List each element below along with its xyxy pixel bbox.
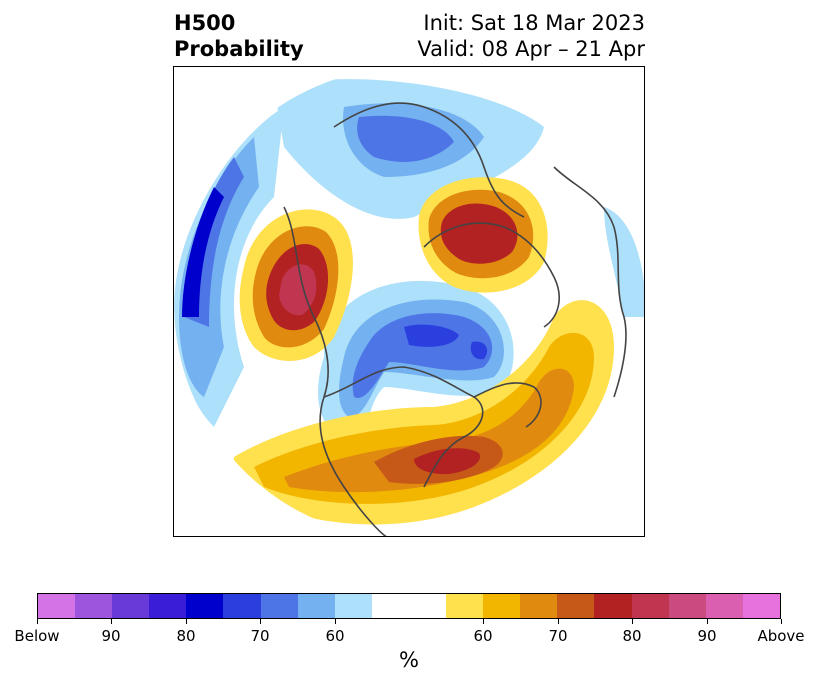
- title-product: Probability: [174, 37, 304, 61]
- colorbar-segment: [742, 594, 780, 618]
- probability-map: [174, 67, 644, 536]
- colorbar: [37, 593, 781, 619]
- title-variable: H500: [174, 11, 236, 35]
- colorbar-segment: [705, 594, 743, 618]
- colorbar-segment: [371, 594, 447, 618]
- colorbar-tick-label: 90: [101, 627, 121, 645]
- above-region-se-strong: [284, 368, 574, 493]
- colorbar-segment: [334, 594, 372, 618]
- above-region-se-max: [414, 448, 481, 475]
- map-panel: [173, 66, 645, 537]
- valid-period: Valid: 08 Apr – 21 Apr: [417, 37, 645, 61]
- colorbar-tick-mark: [37, 619, 38, 624]
- colorbar-tick-mark: [111, 619, 112, 624]
- colorbar-tick-label: 60: [473, 627, 493, 645]
- coastlines: [283, 102, 627, 536]
- below-region-west-mid: [179, 137, 259, 397]
- colorbar-segment: [557, 594, 595, 618]
- colorbar-segment: [668, 594, 706, 618]
- below-region-east: [574, 207, 644, 499]
- colorbar-tick-label: Above: [757, 627, 805, 645]
- colorbar-tick-mark: [335, 619, 336, 624]
- colorbar-unit: %: [399, 648, 419, 672]
- colorbar-tick-label: 80: [622, 627, 642, 645]
- init-date: Init: Sat 18 Mar 2023: [423, 11, 645, 35]
- colorbar-tick-mark: [260, 619, 261, 624]
- colorbar-tick-mark: [186, 619, 187, 624]
- colorbar-segment: [75, 594, 113, 618]
- colorbar-tick-mark: [707, 619, 708, 624]
- colorbar-tick-mark: [483, 619, 484, 624]
- colorbar-tick-label: 60: [325, 627, 345, 645]
- colorbar-segment: [520, 594, 558, 618]
- title-left: H500 Probability: [174, 10, 304, 62]
- above-region-n-strong: [440, 203, 518, 264]
- colorbar-segment: [223, 594, 261, 618]
- colorbar-tick-mark: [781, 619, 782, 624]
- colorbar-segment: [297, 594, 335, 618]
- colorbar-tick-label: 70: [548, 627, 568, 645]
- probability-field: [174, 67, 644, 536]
- below-region-center-deep: [404, 324, 488, 360]
- colorbar-segment: [631, 594, 669, 618]
- colorbar-segment: [483, 594, 521, 618]
- below-region-west-deep: [182, 187, 224, 317]
- colorbar-segment: [260, 594, 298, 618]
- colorbar-segment: [149, 594, 187, 618]
- colorbar-tick-mark: [558, 619, 559, 624]
- colorbar-tick-label: 70: [250, 627, 270, 645]
- colorbar-segment: [112, 594, 150, 618]
- colorbar-tick-label: 80: [176, 627, 196, 645]
- title-right: Init: Sat 18 Mar 2023 Valid: 08 Apr – 21…: [417, 10, 645, 62]
- colorbar-segment: [446, 594, 484, 618]
- colorbar-tick-mark: [632, 619, 633, 624]
- colorbar-tick-label: 90: [697, 627, 717, 645]
- colorbar-segment: [594, 594, 632, 618]
- below-region-north-strong: [357, 115, 454, 162]
- colorbar-tick-label: Below: [14, 627, 60, 645]
- colorbar-segment: [38, 594, 76, 618]
- colorbar-segment: [186, 594, 224, 618]
